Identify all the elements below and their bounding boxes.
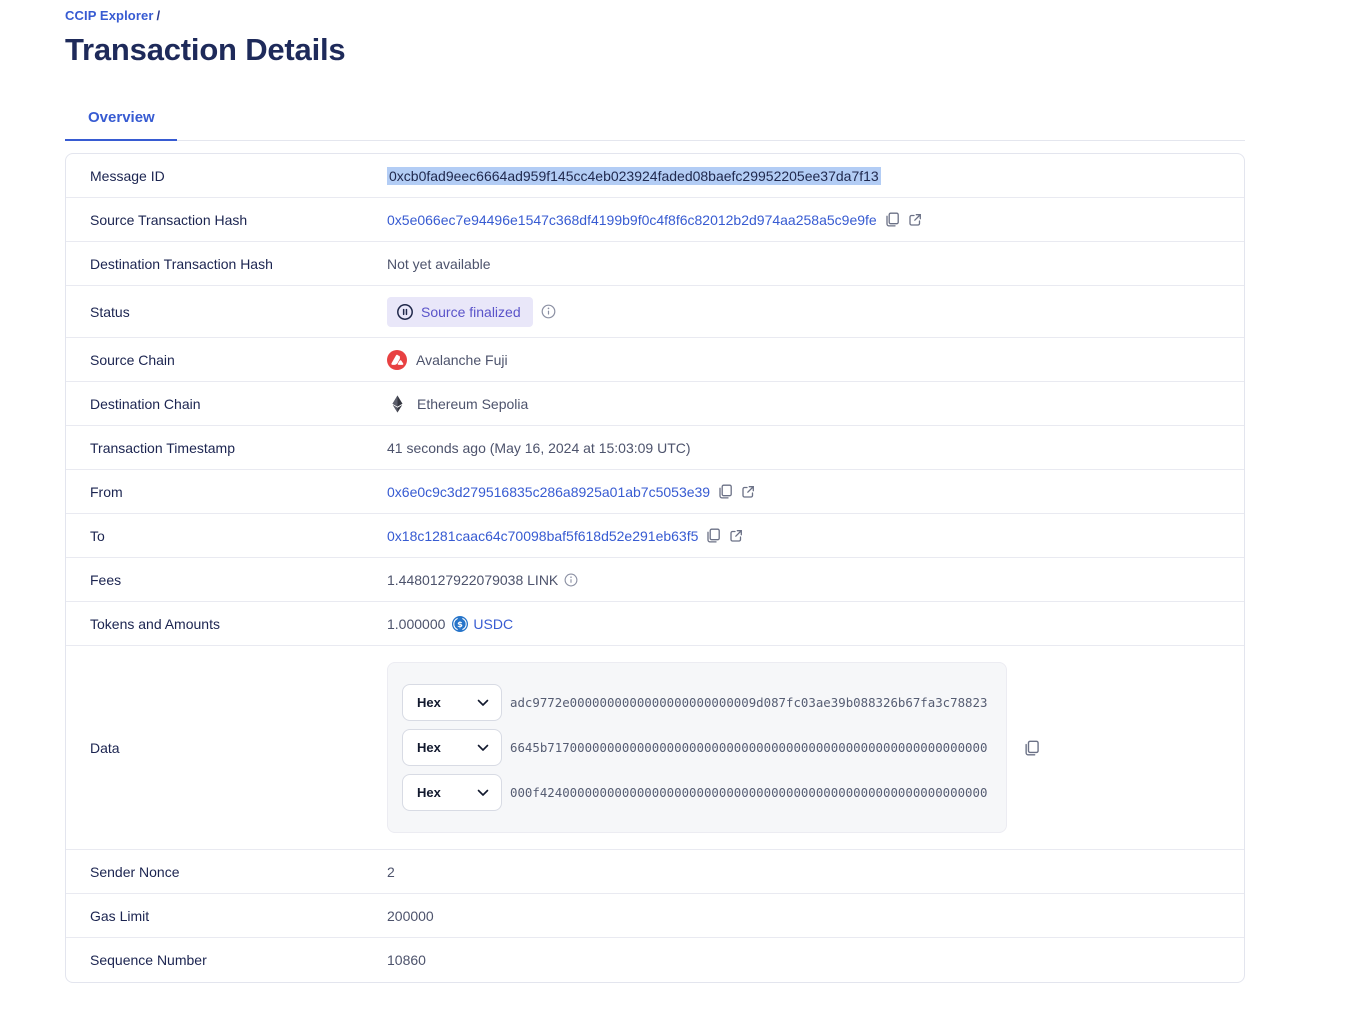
encoding-select[interactable]: Hex xyxy=(402,729,502,766)
transaction-details-card: Message ID 0xcb0fad9eec6664ad959f145cc4e… xyxy=(65,153,1245,983)
tab-overview[interactable]: Overview xyxy=(65,109,177,141)
breadcrumb-ccip-explorer-link[interactable]: CCIP Explorer xyxy=(65,8,154,23)
sender-nonce-value: 2 xyxy=(387,863,395,880)
data-line: Hex 000f42400000000000000000000000000000… xyxy=(402,774,992,811)
sender-nonce-label: Sender Nonce xyxy=(90,863,180,880)
table-row-sender-nonce: Sender Nonce 2 xyxy=(66,850,1244,894)
token-link[interactable]: $ USDC xyxy=(452,615,514,632)
external-link-icon[interactable] xyxy=(908,213,922,227)
table-row-sequence-number: Sequence Number 10860 xyxy=(66,938,1244,982)
data-hex-value[interactable]: 000f424000000000000000000000000000000000… xyxy=(510,785,988,800)
status-badge-text: Source finalized xyxy=(421,303,521,320)
encoding-select-value: Hex xyxy=(417,695,441,710)
svg-text:$: $ xyxy=(458,619,464,629)
table-row-from: From 0x6e0c9c3d279516835c286a8925a01ab7c… xyxy=(66,470,1244,514)
to-address-link[interactable]: 0x18c1281caac64c70098baf5f618d52e291eb63… xyxy=(387,527,699,544)
encoding-select-value: Hex xyxy=(417,785,441,800)
fees-label: Fees xyxy=(90,571,122,588)
breadcrumb-separator: / xyxy=(156,8,161,23)
dest-tx-hash-label: Destination Transaction Hash xyxy=(90,255,273,272)
table-row-data: Data Hex adc9772e00000000000000000000000… xyxy=(66,646,1244,850)
fees-value: 1.4480127922079038 LINK xyxy=(387,571,559,588)
message-id-value[interactable]: 0xcb0fad9eec6664ad959f145cc4eb023924fade… xyxy=(387,166,881,185)
external-link-icon[interactable] xyxy=(729,529,743,543)
source-chain-value: Avalanche Fuji xyxy=(416,351,508,368)
transaction-details-page: CCIP Explorer / Transaction Details Overv… xyxy=(65,8,1245,983)
message-id-label: Message ID xyxy=(90,167,165,184)
usdc-icon: $ xyxy=(452,615,469,632)
gas-limit-value: 200000 xyxy=(387,907,434,924)
external-link-icon[interactable] xyxy=(741,485,755,499)
dest-chain-value: Ethereum Sepolia xyxy=(417,395,529,412)
breadcrumb: CCIP Explorer / xyxy=(65,8,1245,23)
table-row-fees: Fees 1.4480127922079038 LINK xyxy=(66,558,1244,602)
info-icon[interactable] xyxy=(564,573,578,587)
source-tx-hash-link[interactable]: 0x5e066ec7e94496e1547c368df4199b9f0c4f8f… xyxy=(387,211,877,228)
table-row-tokens: Tokens and Amounts 1.000000 $ USDC xyxy=(66,602,1244,646)
table-row-message-id: Message ID 0xcb0fad9eec6664ad959f145cc4e… xyxy=(66,154,1244,198)
from-address-link[interactable]: 0x6e0c9c3d279516835c286a8925a01ab7c5053e… xyxy=(387,483,711,500)
sequence-number-label: Sequence Number xyxy=(90,952,207,968)
token-symbol: USDC xyxy=(473,615,514,632)
encoding-select-value: Hex xyxy=(417,740,441,755)
token-amount: 1.000000 xyxy=(387,615,446,632)
table-row-dest-tx-hash: Destination Transaction Hash Not yet ava… xyxy=(66,242,1244,286)
copy-icon[interactable] xyxy=(718,484,733,499)
info-icon[interactable] xyxy=(541,304,556,319)
gas-limit-label: Gas Limit xyxy=(90,907,150,924)
timestamp-label: Transaction Timestamp xyxy=(90,439,235,456)
timestamp-value: 41 seconds ago (May 16, 2024 at 15:03:09… xyxy=(387,439,691,456)
copy-icon[interactable] xyxy=(1024,740,1040,756)
ethereum-icon xyxy=(387,395,408,413)
chevron-down-icon xyxy=(477,744,489,752)
table-row-to: To 0x18c1281caac64c70098baf5f618d52e291e… xyxy=(66,514,1244,558)
data-hex-value[interactable]: adc9772e0000000000000000000000009d087fc0… xyxy=(510,695,988,710)
page-title: Transaction Details xyxy=(65,32,346,67)
copy-icon[interactable] xyxy=(706,528,721,543)
table-row-dest-chain: Destination Chain Ethereum Sepolia xyxy=(66,382,1244,426)
encoding-select[interactable]: Hex xyxy=(402,774,502,811)
sequence-number-value: 10860 xyxy=(387,952,426,968)
from-label: From xyxy=(90,483,123,500)
table-row-timestamp: Transaction Timestamp 41 seconds ago (Ma… xyxy=(66,426,1244,470)
status-label: Status xyxy=(90,303,130,320)
data-label: Data xyxy=(90,739,120,756)
chevron-down-icon xyxy=(477,699,489,707)
dest-tx-hash-value: Not yet available xyxy=(387,255,491,272)
data-hex-box: Hex adc9772e0000000000000000000000009d08… xyxy=(387,662,1007,833)
table-row-source-chain: Source Chain Avalanche Fuji xyxy=(66,338,1244,382)
table-row-status: Status Source finalized xyxy=(66,286,1244,338)
to-label: To xyxy=(90,527,105,544)
status-badge: Source finalized xyxy=(387,296,533,327)
table-row-source-tx-hash: Source Transaction Hash 0x5e066ec7e94496… xyxy=(66,198,1244,242)
table-row-gas-limit: Gas Limit 200000 xyxy=(66,894,1244,938)
encoding-select[interactable]: Hex xyxy=(402,684,502,721)
source-chain-label: Source Chain xyxy=(90,351,175,368)
source-tx-hash-label: Source Transaction Hash xyxy=(90,211,248,228)
data-line: Hex 6645b7170000000000000000000000000000… xyxy=(402,729,992,766)
pause-circle-icon xyxy=(396,303,414,321)
copy-icon[interactable] xyxy=(885,212,900,227)
data-line: Hex adc9772e0000000000000000000000009d08… xyxy=(402,684,992,721)
dest-chain-label: Destination Chain xyxy=(90,395,201,412)
data-hex-value[interactable]: 6645b71700000000000000000000000000000000… xyxy=(510,740,988,755)
avalanche-icon xyxy=(387,349,407,370)
tab-bar: Overview xyxy=(65,109,1245,141)
tokens-label: Tokens and Amounts xyxy=(90,615,220,632)
chevron-down-icon xyxy=(477,789,489,797)
